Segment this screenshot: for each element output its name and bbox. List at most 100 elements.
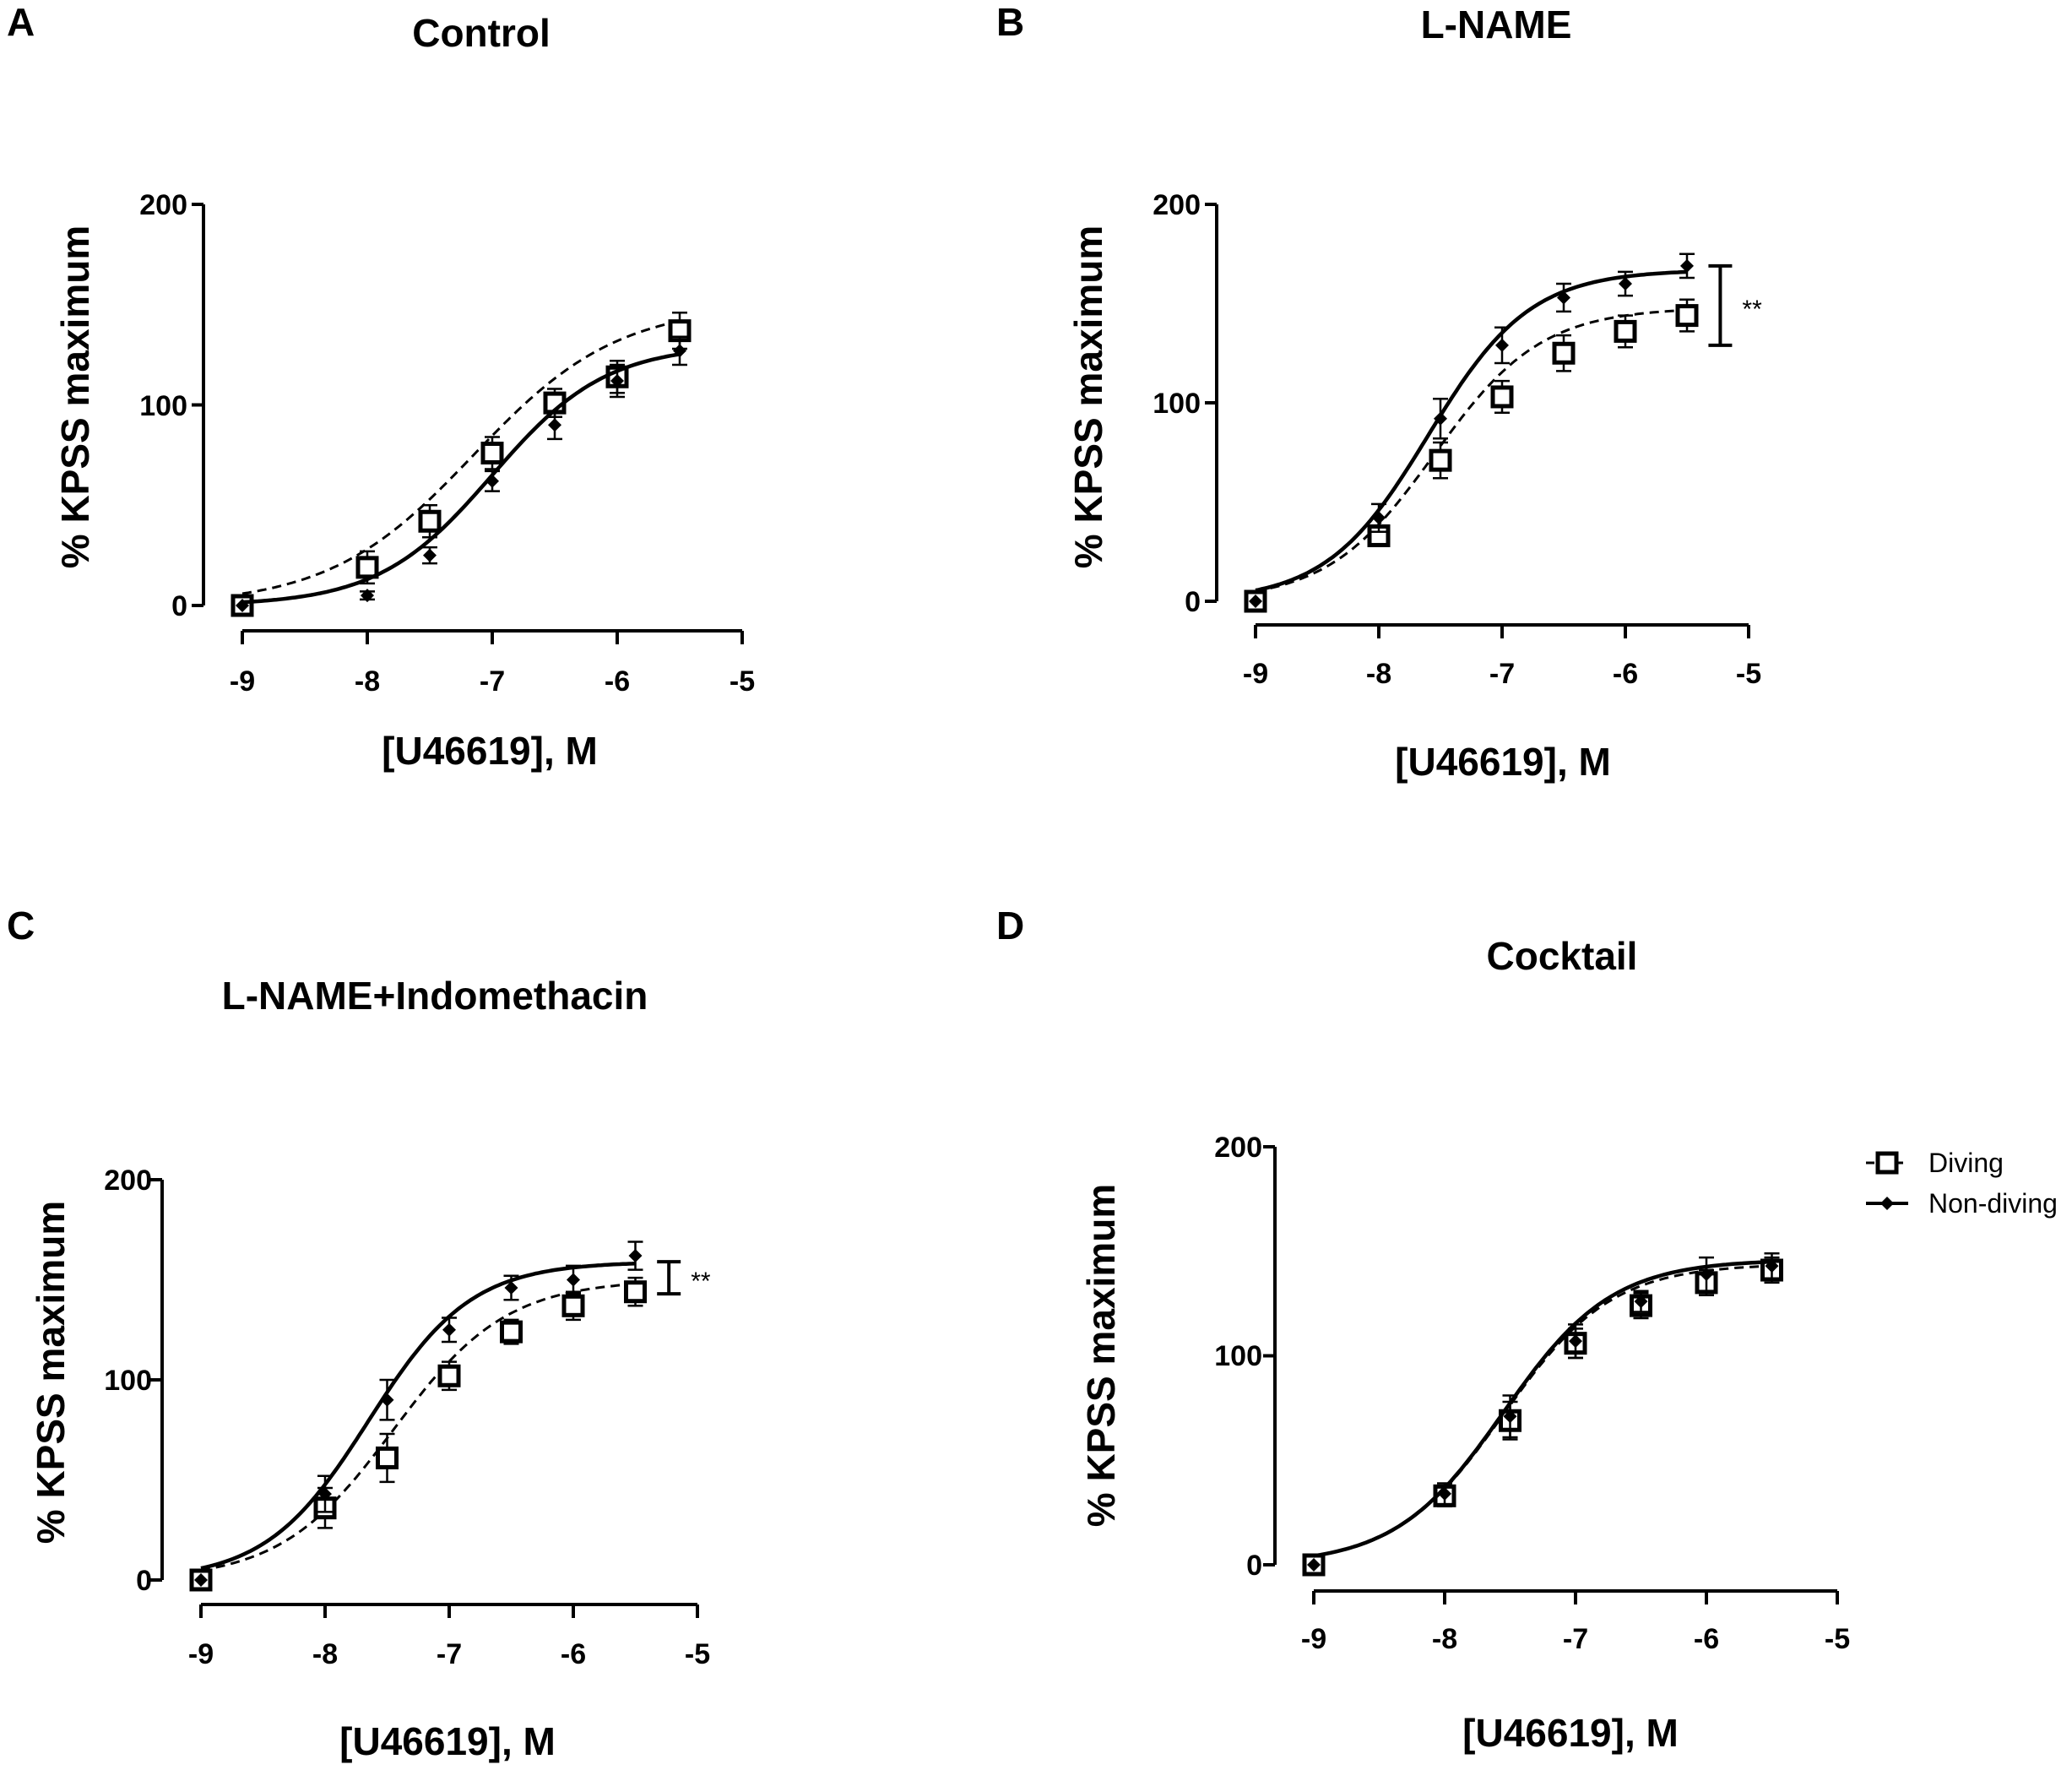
plot-area: ** bbox=[1205, 203, 1762, 638]
non-diving-point bbox=[1569, 1334, 1582, 1349]
x-tick-label: -6 bbox=[1694, 1623, 1719, 1655]
panel-letter: B bbox=[996, 0, 1024, 44]
plot-area: ** bbox=[150, 1178, 711, 1618]
y-tick-label: 200 bbox=[139, 189, 187, 221]
y-tick-label: 200 bbox=[104, 1165, 152, 1197]
diving-point bbox=[1552, 341, 1576, 365]
diving-point bbox=[418, 509, 442, 533]
panel-d: D Cocktail % KPSS maximum [U46619], M 0 … bbox=[996, 904, 2058, 1755]
diving-point bbox=[355, 556, 379, 579]
diving-point bbox=[500, 1320, 523, 1344]
non-diving-fit-curve bbox=[1255, 269, 1688, 593]
significance-label: ** bbox=[691, 1268, 711, 1295]
y-tick-label: 100 bbox=[104, 1365, 152, 1397]
non-diving-point bbox=[673, 344, 686, 358]
significance-label: ** bbox=[1742, 296, 1762, 323]
panel-a: A Control % KPSS maximum [U46619], M 0 1… bbox=[7, 0, 755, 773]
legend-item-diving: Diving bbox=[1866, 1148, 2004, 1178]
x-tick-label: -8 bbox=[1366, 658, 1391, 690]
x-tick-label: -9 bbox=[188, 1638, 214, 1670]
diving-point bbox=[1675, 304, 1699, 328]
y-tick-label: 200 bbox=[1214, 1132, 1262, 1164]
non-diving-point bbox=[194, 1573, 208, 1587]
y-tick-label: 0 bbox=[1185, 586, 1201, 618]
x-tick-label: -5 bbox=[1825, 1623, 1850, 1655]
x-axis-label: [U46619], M bbox=[339, 1719, 556, 1763]
diving-point bbox=[561, 1294, 585, 1317]
panel-letter: A bbox=[7, 0, 35, 44]
non-diving-fit-curve bbox=[241, 352, 681, 605]
non-diving-point bbox=[504, 1280, 518, 1295]
panel-title: L-NAME+Indomethacin bbox=[222, 974, 648, 1018]
legend-label: Diving bbox=[1928, 1148, 2004, 1178]
open-square-marker bbox=[1875, 1151, 1899, 1175]
non-diving-point bbox=[1495, 338, 1509, 352]
x-axis-label: [U46619], M bbox=[1462, 1711, 1679, 1755]
x-tick-label: -8 bbox=[312, 1638, 338, 1670]
diving-fit-curve bbox=[1255, 308, 1688, 593]
y-tick-label: 100 bbox=[1153, 388, 1201, 420]
y-tick-label: 100 bbox=[139, 390, 187, 422]
diving-point bbox=[1429, 448, 1452, 472]
non-diving-point bbox=[442, 1322, 456, 1337]
non-diving-point bbox=[1557, 290, 1570, 305]
y-tick-label: 200 bbox=[1153, 189, 1201, 221]
non-diving-point bbox=[1634, 1295, 1648, 1309]
non-diving-point bbox=[318, 1487, 332, 1501]
non-diving-point bbox=[628, 1249, 643, 1263]
diving-fit-curve bbox=[200, 1282, 636, 1572]
non-diving-point bbox=[1372, 511, 1386, 525]
non-diving-fit-curve bbox=[1313, 1259, 1772, 1558]
non-diving-point bbox=[1700, 1267, 1713, 1281]
diving-point bbox=[624, 1280, 647, 1304]
legend: Diving Non-diving bbox=[1866, 1148, 2058, 1219]
panel-c: C L-NAME+Indomethacin % KPSS maximum [U4… bbox=[7, 904, 711, 1763]
x-tick-label: -7 bbox=[1489, 658, 1515, 690]
x-axis-label: [U46619], M bbox=[382, 729, 598, 773]
y-axis-label: % KPSS maximum bbox=[29, 1201, 73, 1544]
non-diving-point bbox=[1307, 1558, 1321, 1572]
filled-diamond-marker bbox=[1880, 1197, 1894, 1210]
x-tick-label: -8 bbox=[1432, 1623, 1457, 1655]
x-tick-label: -8 bbox=[355, 665, 380, 698]
legend-item-non-diving: Non-diving bbox=[1866, 1188, 2058, 1219]
panel-b: B L-NAME % KPSS maximum [U46619], M 0 10… bbox=[996, 0, 1762, 784]
x-tick-label: -5 bbox=[1736, 658, 1761, 690]
x-tick-label: -9 bbox=[1243, 658, 1268, 690]
non-diving-point bbox=[1503, 1409, 1517, 1424]
y-axis-label: % KPSS maximum bbox=[53, 225, 97, 568]
non-diving-point bbox=[548, 418, 561, 432]
x-tick-label: -6 bbox=[561, 1638, 586, 1670]
x-tick-label: -6 bbox=[605, 665, 630, 698]
legend-label: Non-diving bbox=[1928, 1188, 2058, 1219]
non-diving-point bbox=[1680, 258, 1694, 273]
y-axis-label: % KPSS maximum bbox=[1079, 1184, 1123, 1527]
y-tick-label: 0 bbox=[136, 1565, 152, 1597]
y-tick-label: 0 bbox=[1246, 1550, 1262, 1582]
x-tick-label: -9 bbox=[1301, 1623, 1326, 1655]
non-diving-point bbox=[1434, 411, 1447, 426]
non-diving-point bbox=[567, 1273, 580, 1287]
x-tick-label: -5 bbox=[685, 1638, 710, 1670]
x-tick-label: -5 bbox=[730, 665, 755, 698]
panel-title: L-NAME bbox=[1421, 3, 1572, 46]
non-diving-point bbox=[1249, 595, 1262, 608]
non-diving-point bbox=[610, 374, 624, 388]
non-diving-point bbox=[380, 1393, 394, 1407]
x-tick-label: -7 bbox=[437, 1638, 462, 1670]
x-tick-label: -9 bbox=[230, 665, 255, 698]
y-tick-label: 100 bbox=[1214, 1340, 1262, 1372]
diving-fit-curve bbox=[241, 319, 681, 595]
y-axis-label: % KPSS maximum bbox=[1066, 225, 1110, 568]
panel-title: Cocktail bbox=[1487, 934, 1638, 978]
non-diving-point bbox=[1765, 1259, 1779, 1273]
panel-title: Control bbox=[412, 11, 551, 55]
diving-fit-curve bbox=[1313, 1264, 1772, 1558]
non-diving-point bbox=[1619, 277, 1632, 290]
panel-letter: C bbox=[7, 904, 35, 947]
plot-area bbox=[192, 203, 744, 644]
non-diving-point bbox=[361, 589, 374, 603]
x-tick-label: -6 bbox=[1613, 658, 1638, 690]
x-axis-label: [U46619], M bbox=[1395, 740, 1611, 784]
